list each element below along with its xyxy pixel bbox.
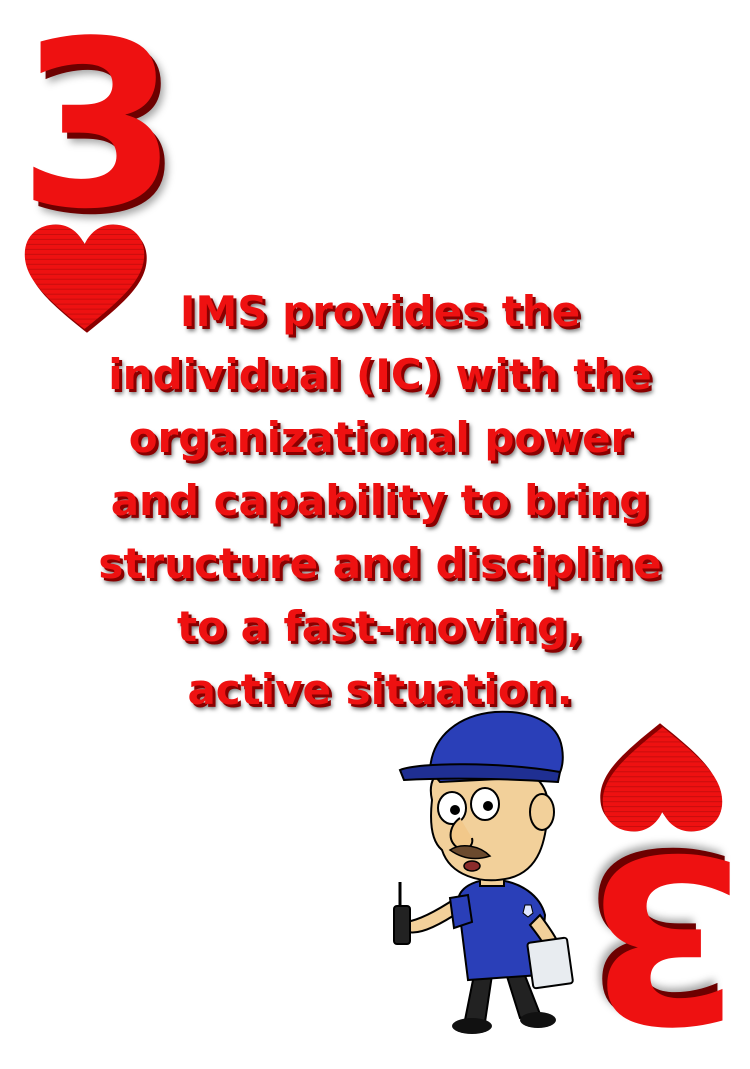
message-line: and capability to bring: [110, 476, 650, 525]
incident-commander-illustration: [393, 710, 574, 1034]
message-line: individual (IC) with the: [108, 350, 652, 399]
message-line: IMS provides the: [179, 287, 581, 336]
message-line: to a fast-moving,: [177, 602, 583, 651]
heart-icon: [24, 224, 147, 333]
card-message: IMS provides the individual (IC) with th…: [40, 280, 720, 721]
card-rank-bottom: 3: [585, 802, 746, 1069]
message-line: active situation.: [187, 665, 573, 714]
heart-icon: [600, 723, 723, 832]
message-line: organizational power: [128, 413, 632, 462]
card-rank-top: 3: [18, 0, 179, 260]
message-line: structure and discipline: [98, 539, 662, 588]
